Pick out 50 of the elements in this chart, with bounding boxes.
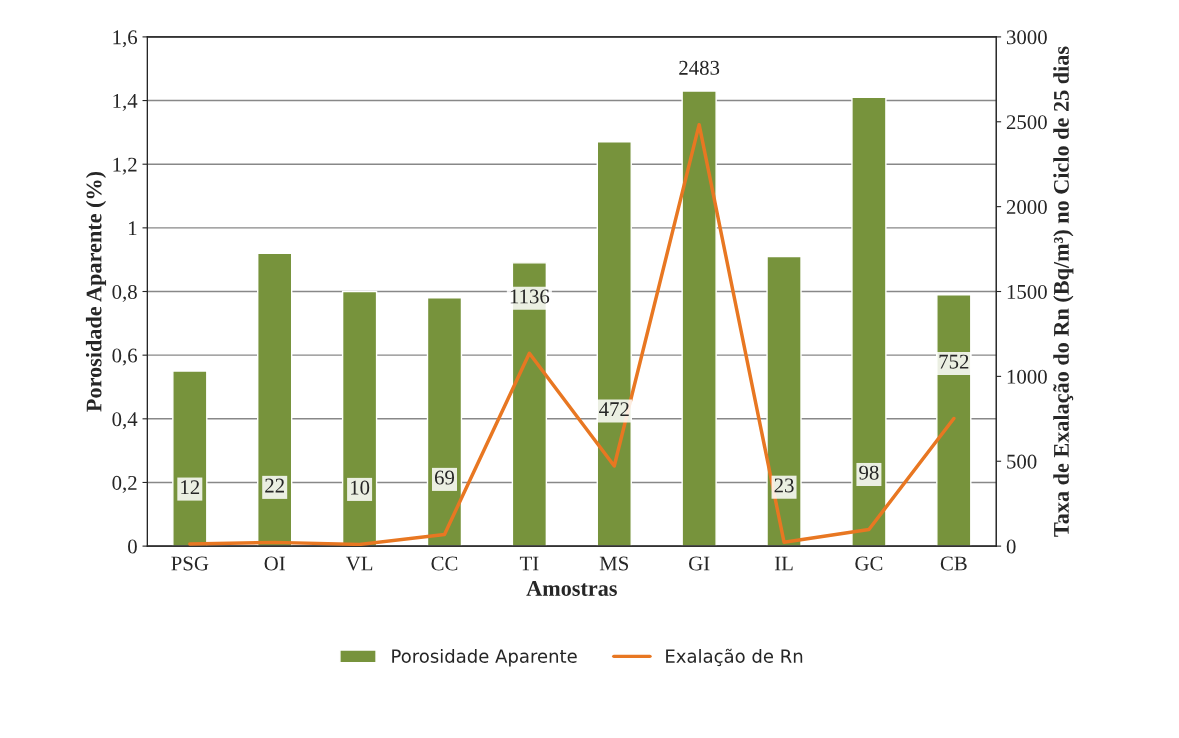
- bar: [341, 290, 378, 547]
- y2-tick-label: 2500: [1006, 115, 1047, 130]
- y-tick-label: 1,6: [113, 30, 138, 48]
- y-tick-label: 1,4: [113, 94, 138, 111]
- x-tick-label: CB: [940, 556, 967, 571]
- data-label: 22: [265, 478, 284, 493]
- x-tick-label: TI: [519, 556, 539, 571]
- y2-tick-label: 3000: [1006, 30, 1047, 45]
- x-tick-label: VL: [345, 556, 373, 571]
- x-tick-label: OI: [264, 556, 285, 571]
- y-axis-title: Porosidade Aparente (%): [85, 171, 107, 412]
- y2-tick-label: 2000: [1006, 200, 1047, 215]
- bar: [257, 252, 293, 547]
- bar: [766, 255, 802, 547]
- data-label: 1136: [510, 289, 550, 304]
- y2-axis-title: Taxa de Exalação do Rn (Bq/m³) no Ciclo de 25 dias: [1053, 46, 1074, 537]
- legend-label: Exalação de Rn: [666, 648, 803, 667]
- y-tick-label: 1,2: [113, 157, 137, 175]
- y2-tick-label: 1000: [1007, 369, 1047, 384]
- data-label: 69: [434, 470, 455, 485]
- y-tick-label: 0: [128, 539, 137, 554]
- data-label: 98: [859, 465, 879, 480]
- x-tick-label: MS: [599, 556, 629, 571]
- x-tick-label: IL: [774, 556, 793, 571]
- y-tick-label: 0,2: [112, 475, 137, 493]
- y-tick-label: 0,6: [112, 348, 138, 366]
- data-label: 12: [181, 480, 200, 495]
- data-label: 23: [774, 478, 794, 493]
- y-tick-label: 0,4: [112, 412, 138, 430]
- y-tick-label: 1: [129, 221, 137, 236]
- legend-label: Porosidade Aparente: [392, 648, 577, 667]
- bar: [851, 96, 887, 547]
- x-tick-label: GC: [855, 556, 883, 571]
- x-tick-label: PSG: [171, 556, 209, 571]
- x-axis-title: Amostras: [526, 581, 617, 596]
- y2-tick-label: 0: [1006, 539, 1016, 554]
- bar: [681, 90, 717, 547]
- data-label: 10: [351, 480, 370, 495]
- data-label: 2483: [679, 60, 720, 75]
- x-tick-label: GI: [689, 556, 710, 571]
- bar: [172, 370, 208, 547]
- data-label: 472: [599, 402, 629, 416]
- bar: [936, 293, 972, 547]
- y2-tick-label: 500: [1007, 454, 1037, 469]
- bar: [596, 141, 632, 547]
- data-label: 752: [939, 354, 969, 369]
- bar: [426, 297, 463, 547]
- y2-tick-label: 1500: [1007, 284, 1047, 299]
- x-tick-label: CC: [431, 556, 458, 571]
- y-tick-label: 0,8: [112, 284, 137, 302]
